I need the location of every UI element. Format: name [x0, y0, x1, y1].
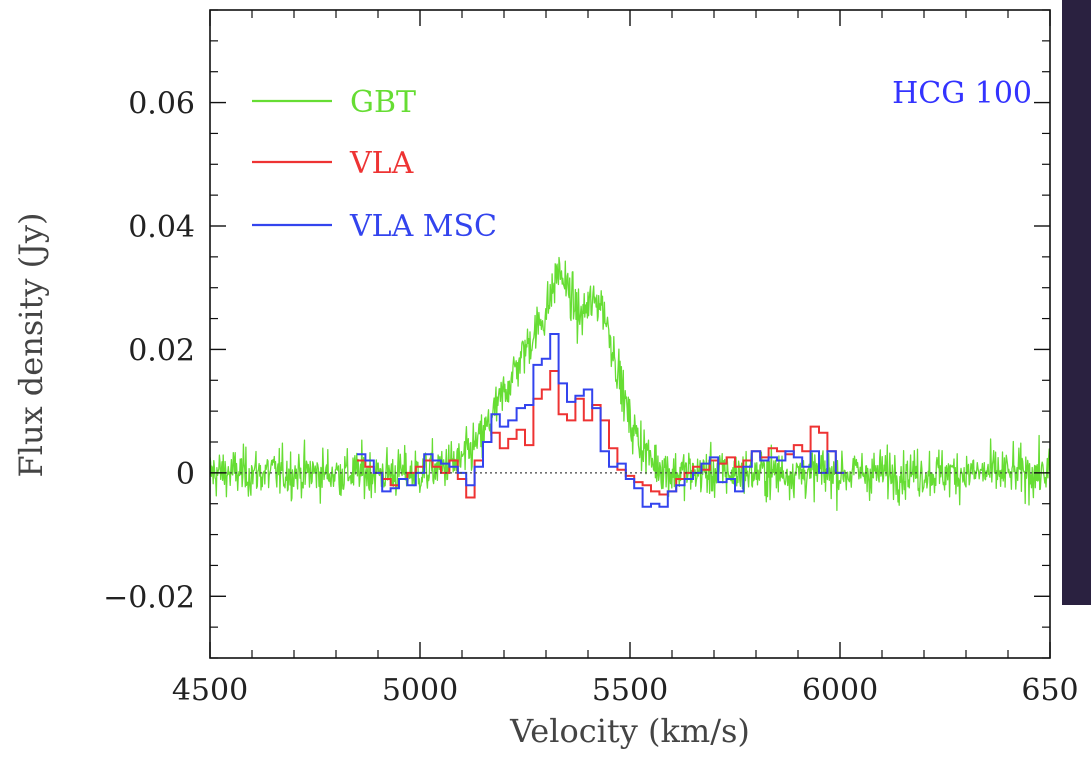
legend-label: VLA MSC	[349, 209, 497, 244]
right-backdrop	[1062, 0, 1091, 605]
y-tick-label: 0	[176, 457, 195, 492]
x-tick-label: 4500	[172, 673, 248, 708]
y-tick-label: 0.04	[128, 210, 195, 245]
series-layer	[210, 256, 1050, 512]
legend: GBT VLA VLA MSC	[252, 85, 497, 244]
series-line-vla-msc	[357, 333, 845, 508]
y-tick-label: −0.02	[103, 580, 195, 615]
series-line-gbt	[210, 256, 1050, 512]
y-tick-label: 0.02	[128, 333, 195, 368]
x-tick-label: 6000	[802, 673, 878, 708]
ticks-layer	[209, 9, 1051, 659]
annotation-hcg-100: HCG 100	[892, 76, 1032, 111]
x-tick-label: 5500	[592, 673, 668, 708]
y-tick-label: 0.06	[128, 87, 195, 122]
x-tick-label: 5000	[382, 673, 458, 708]
x-tick-label: 650	[1021, 673, 1078, 708]
x-axis-label: Velocity (km/s)	[509, 712, 750, 750]
legend-label: GBT	[350, 85, 416, 120]
legend-label: VLA	[349, 146, 414, 181]
y-axis-label: Flux density (Jy)	[12, 213, 50, 478]
tick-labels-layer: 4500 5000 5500 6000 650 −0.02 0 0.02 0.04 0.06	[103, 87, 1079, 708]
